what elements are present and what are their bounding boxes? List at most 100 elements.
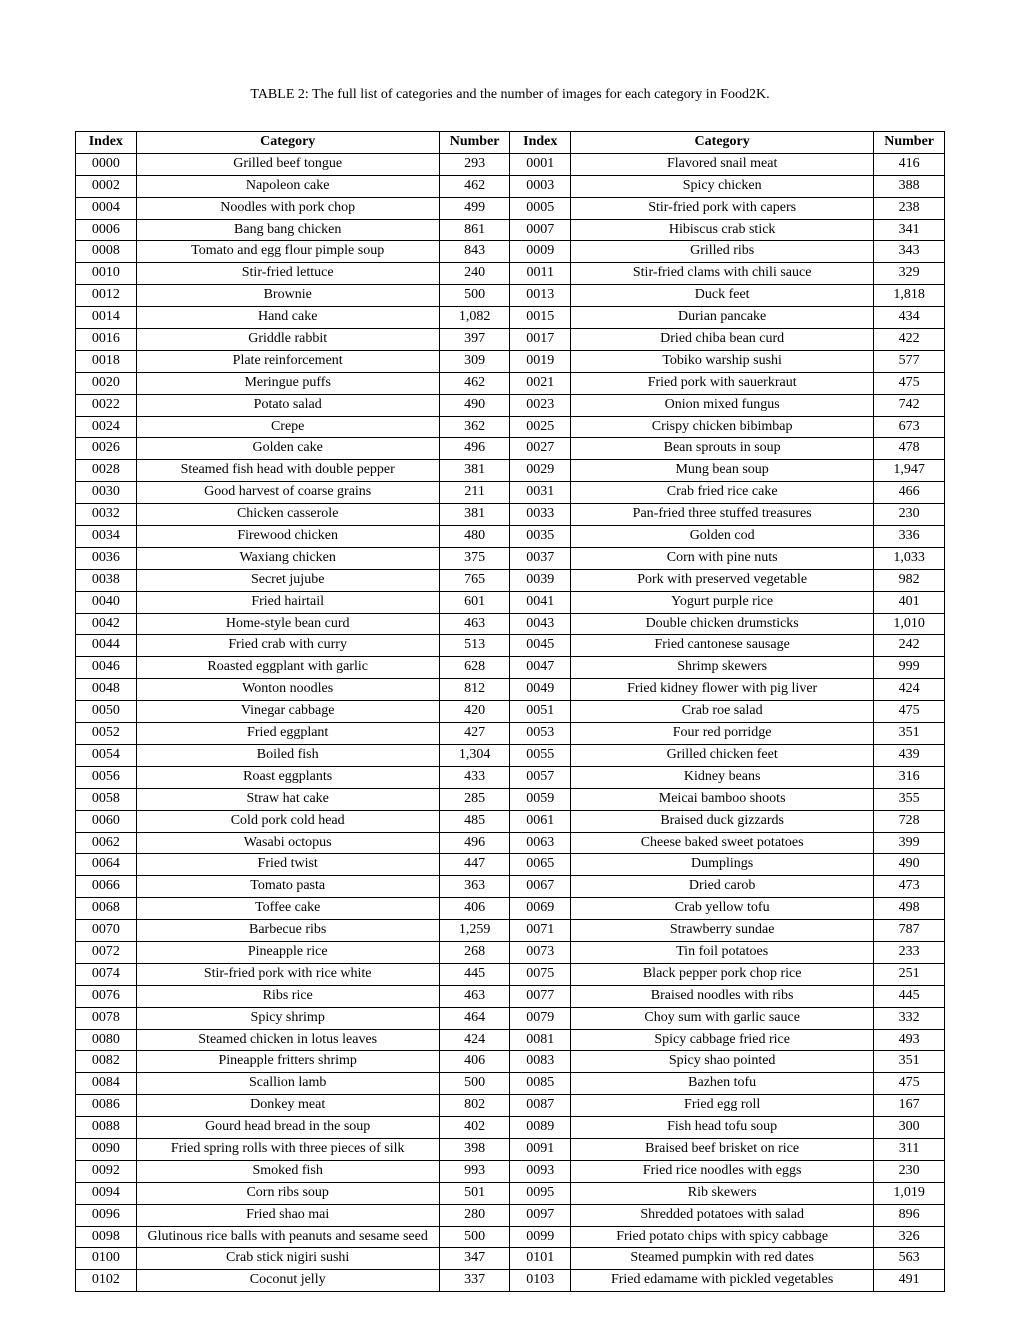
cell-number: 500 — [439, 1226, 510, 1248]
cell-number: 406 — [439, 1051, 510, 1073]
table-row: 0030Good harvest of coarse grains2110031… — [76, 482, 945, 504]
cell-number: 445 — [874, 985, 945, 1007]
cell-index: 0086 — [76, 1095, 137, 1117]
cell-index: 0010 — [76, 263, 137, 285]
cell-index: 0013 — [510, 285, 571, 307]
cell-category: Roast eggplants — [136, 766, 439, 788]
cell-index: 0059 — [510, 788, 571, 810]
cell-number: 351 — [874, 723, 945, 745]
cell-category: Fried cantonese sausage — [571, 635, 874, 657]
cell-number: 802 — [439, 1095, 510, 1117]
cell-index: 0055 — [510, 744, 571, 766]
cell-number: 406 — [439, 898, 510, 920]
header-category-left: Category — [136, 132, 439, 154]
cell-category: Smoked fish — [136, 1160, 439, 1182]
cell-category: Dried carob — [571, 876, 874, 898]
cell-category: Bazhen tofu — [571, 1073, 874, 1095]
cell-category: Grilled beef tongue — [136, 153, 439, 175]
table-row: 0066Tomato pasta3630067Dried carob473 — [76, 876, 945, 898]
cell-number: 381 — [439, 504, 510, 526]
cell-category: Yogurt purple rice — [571, 591, 874, 613]
table-row: 0026Golden cake4960027Bean sprouts in so… — [76, 438, 945, 460]
table-row: 0008Tomato and egg flour pimple soup8430… — [76, 241, 945, 263]
cell-number: 420 — [439, 701, 510, 723]
cell-category: Griddle rabbit — [136, 329, 439, 351]
table-row: 0050Vinegar cabbage4200051Crab roe salad… — [76, 701, 945, 723]
cell-number: 473 — [874, 876, 945, 898]
cell-number: 238 — [874, 197, 945, 219]
cell-category: Fried egg roll — [571, 1095, 874, 1117]
cell-index: 0012 — [76, 285, 137, 307]
cell-category: Fried edamame with pickled vegetables — [571, 1270, 874, 1292]
cell-index: 0049 — [510, 679, 571, 701]
cell-index: 0091 — [510, 1138, 571, 1160]
cell-index: 0039 — [510, 569, 571, 591]
cell-index: 0057 — [510, 766, 571, 788]
cell-index: 0083 — [510, 1051, 571, 1073]
cell-index: 0004 — [76, 197, 137, 219]
cell-index: 0063 — [510, 832, 571, 854]
cell-category: Wasabi octopus — [136, 832, 439, 854]
cell-index: 0054 — [76, 744, 137, 766]
cell-number: 728 — [874, 810, 945, 832]
cell-index: 0094 — [76, 1182, 137, 1204]
cell-number: 397 — [439, 329, 510, 351]
cell-number: 1,033 — [874, 547, 945, 569]
table-row: 0000Grilled beef tongue2930001Flavored s… — [76, 153, 945, 175]
cell-number: 309 — [439, 350, 510, 372]
table-header-row: Index Category Number Index Category Num… — [76, 132, 945, 154]
cell-number: 475 — [874, 701, 945, 723]
table-caption: TABLE 2: The full list of categories and… — [75, 87, 945, 103]
cell-index: 0043 — [510, 613, 571, 635]
cell-category: Plate reinforcement — [136, 350, 439, 372]
cell-number: 1,259 — [439, 920, 510, 942]
cell-number: 463 — [439, 613, 510, 635]
table-row: 0052Fried eggplant4270053Four red porrid… — [76, 723, 945, 745]
cell-index: 0090 — [76, 1138, 137, 1160]
cell-index: 0097 — [510, 1204, 571, 1226]
cell-index: 0066 — [76, 876, 137, 898]
cell-index: 0021 — [510, 372, 571, 394]
categories-table: Index Category Number Index Category Num… — [75, 131, 945, 1292]
cell-index: 0024 — [76, 416, 137, 438]
cell-category: Steamed chicken in lotus leaves — [136, 1029, 439, 1051]
cell-category: Wonton noodles — [136, 679, 439, 701]
table-row: 0058Straw hat cake2850059Meicai bamboo s… — [76, 788, 945, 810]
table-row: 0068Toffee cake4060069Crab yellow tofu49… — [76, 898, 945, 920]
cell-category: Dried chiba bean curd — [571, 329, 874, 351]
cell-index: 0103 — [510, 1270, 571, 1292]
table-row: 0038Secret jujube7650039Pork with preser… — [76, 569, 945, 591]
cell-category: Cold pork cold head — [136, 810, 439, 832]
cell-number: 993 — [439, 1160, 510, 1182]
cell-index: 0071 — [510, 920, 571, 942]
cell-index: 0047 — [510, 657, 571, 679]
cell-number: 167 — [874, 1095, 945, 1117]
cell-number: 416 — [874, 153, 945, 175]
cell-index: 0000 — [76, 153, 137, 175]
cell-number: 1,947 — [874, 460, 945, 482]
cell-category: Grilled ribs — [571, 241, 874, 263]
cell-number: 464 — [439, 1007, 510, 1029]
cell-index: 0061 — [510, 810, 571, 832]
cell-category: Flavored snail meat — [571, 153, 874, 175]
cell-number: 563 — [874, 1248, 945, 1270]
cell-category: Golden cod — [571, 526, 874, 548]
cell-index: 0076 — [76, 985, 137, 1007]
header-category-right: Category — [571, 132, 874, 154]
cell-number: 601 — [439, 591, 510, 613]
table-row: 0060Cold pork cold head4850061Braised du… — [76, 810, 945, 832]
cell-category: Grilled chicken feet — [571, 744, 874, 766]
cell-category: Braised beef brisket on rice — [571, 1138, 874, 1160]
cell-category: Fried spring rolls with three pieces of … — [136, 1138, 439, 1160]
cell-index: 0093 — [510, 1160, 571, 1182]
cell-index: 0045 — [510, 635, 571, 657]
cell-number: 336 — [874, 526, 945, 548]
cell-category: Four red porridge — [571, 723, 874, 745]
cell-category: Black pepper pork chop rice — [571, 963, 874, 985]
cell-index: 0077 — [510, 985, 571, 1007]
table-row: 0002Napoleon cake4620003Spicy chicken388 — [76, 175, 945, 197]
cell-number: 329 — [874, 263, 945, 285]
cell-index: 0102 — [76, 1270, 137, 1292]
table-row: 0032Chicken casserole3810033Pan-fried th… — [76, 504, 945, 526]
table-row: 0098Glutinous rice balls with peanuts an… — [76, 1226, 945, 1248]
